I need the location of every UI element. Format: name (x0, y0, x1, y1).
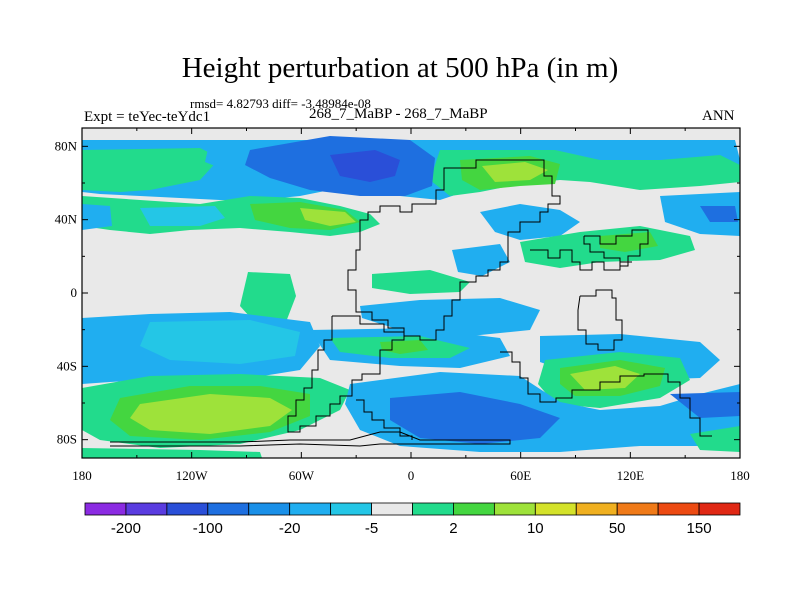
contour-region (600, 232, 658, 252)
contour-region (690, 426, 740, 452)
experiment-label: Expt = teYec-teYdc1 (84, 109, 211, 125)
colorbar-swatch (84, 502, 127, 516)
contour-region (205, 140, 250, 172)
coastline (110, 431, 511, 447)
colorbar-label: -20 (279, 520, 301, 537)
continent-outlines (110, 159, 712, 447)
stats-line: rmsd= 4.82793 diff= -3.48984e-08 (190, 96, 371, 111)
colorbar-label: -100 (193, 520, 223, 537)
y-tick-label: 80S (57, 432, 77, 447)
case-label: 268_7_MaBP - 268_7_MaBP (309, 106, 488, 122)
season-label: ANN (702, 108, 735, 124)
coastline (530, 249, 632, 271)
colorbar-swatch (125, 502, 168, 516)
coastline (287, 315, 405, 433)
colorbar-label: -5 (365, 520, 378, 537)
contour-region (82, 204, 112, 230)
colorbar-swatch (657, 502, 700, 516)
colorbar-label: 50 (609, 520, 626, 537)
x-tick-label: 60W (289, 468, 315, 483)
y-tick-label: 0 (71, 285, 78, 300)
contour-region (130, 394, 292, 434)
y-tick-label: 40S (57, 358, 77, 373)
contour-region (140, 320, 300, 364)
coastline (347, 159, 561, 341)
chart-title: Height perturbation at 500 hPa (in m) (181, 52, 619, 84)
contour-region (482, 162, 548, 182)
coastline (500, 351, 712, 437)
colorbar-swatch (207, 502, 250, 516)
y-tick-label: 80N (55, 138, 78, 153)
x-tick-label: 0 (408, 468, 415, 483)
contour-region (300, 208, 356, 226)
contour-region (240, 272, 296, 326)
colorbar-label: -200 (111, 520, 141, 537)
coastline (356, 399, 413, 440)
contour-region (390, 392, 560, 444)
colorbar-swatch (248, 502, 291, 516)
coastline (577, 289, 623, 351)
colorbar-swatch (616, 502, 659, 516)
colorbar-label: 2 (449, 520, 457, 537)
colorbar-swatch (575, 502, 618, 516)
contour-region (452, 244, 510, 276)
x-tick-label: 120W (176, 468, 209, 483)
colorbar: -200 -100 -20 -5 2 10 50 150 (84, 502, 741, 537)
contour-region (360, 298, 540, 336)
x-tick-label: 180 (72, 468, 92, 483)
contour-region (700, 206, 738, 222)
colorbar-swatch (371, 502, 413, 516)
contour-fill-layer (82, 136, 740, 458)
x-tick-label: 180 (730, 468, 750, 483)
y-tick-label: 40N (55, 212, 78, 227)
coastline (583, 229, 649, 267)
contour-region (372, 270, 470, 294)
colorbar-swatch (698, 502, 741, 516)
x-tick-label: 60E (510, 468, 531, 483)
axes-layer: 180 120W 60W 0 60E 120E 180 80N 40N 0 40S 80S (55, 128, 750, 483)
x-tick-label: 120E (617, 468, 645, 483)
colorbar-label: 10 (527, 520, 544, 537)
contour-region (570, 366, 640, 390)
colorbar-swatch (289, 502, 332, 516)
colorbar-swatch (166, 502, 209, 516)
contour-region (82, 448, 262, 458)
contour-region (330, 150, 400, 182)
contour-region (140, 206, 225, 226)
contour-region (660, 192, 740, 236)
contour-region (82, 148, 220, 192)
colorbar-swatch (534, 502, 577, 516)
colorbar-swatch (493, 502, 536, 516)
colorbar-swatch (330, 502, 372, 516)
colorbar-swatch (412, 502, 454, 516)
colorbar-swatch (453, 502, 495, 516)
colorbar-label: 150 (687, 520, 712, 537)
